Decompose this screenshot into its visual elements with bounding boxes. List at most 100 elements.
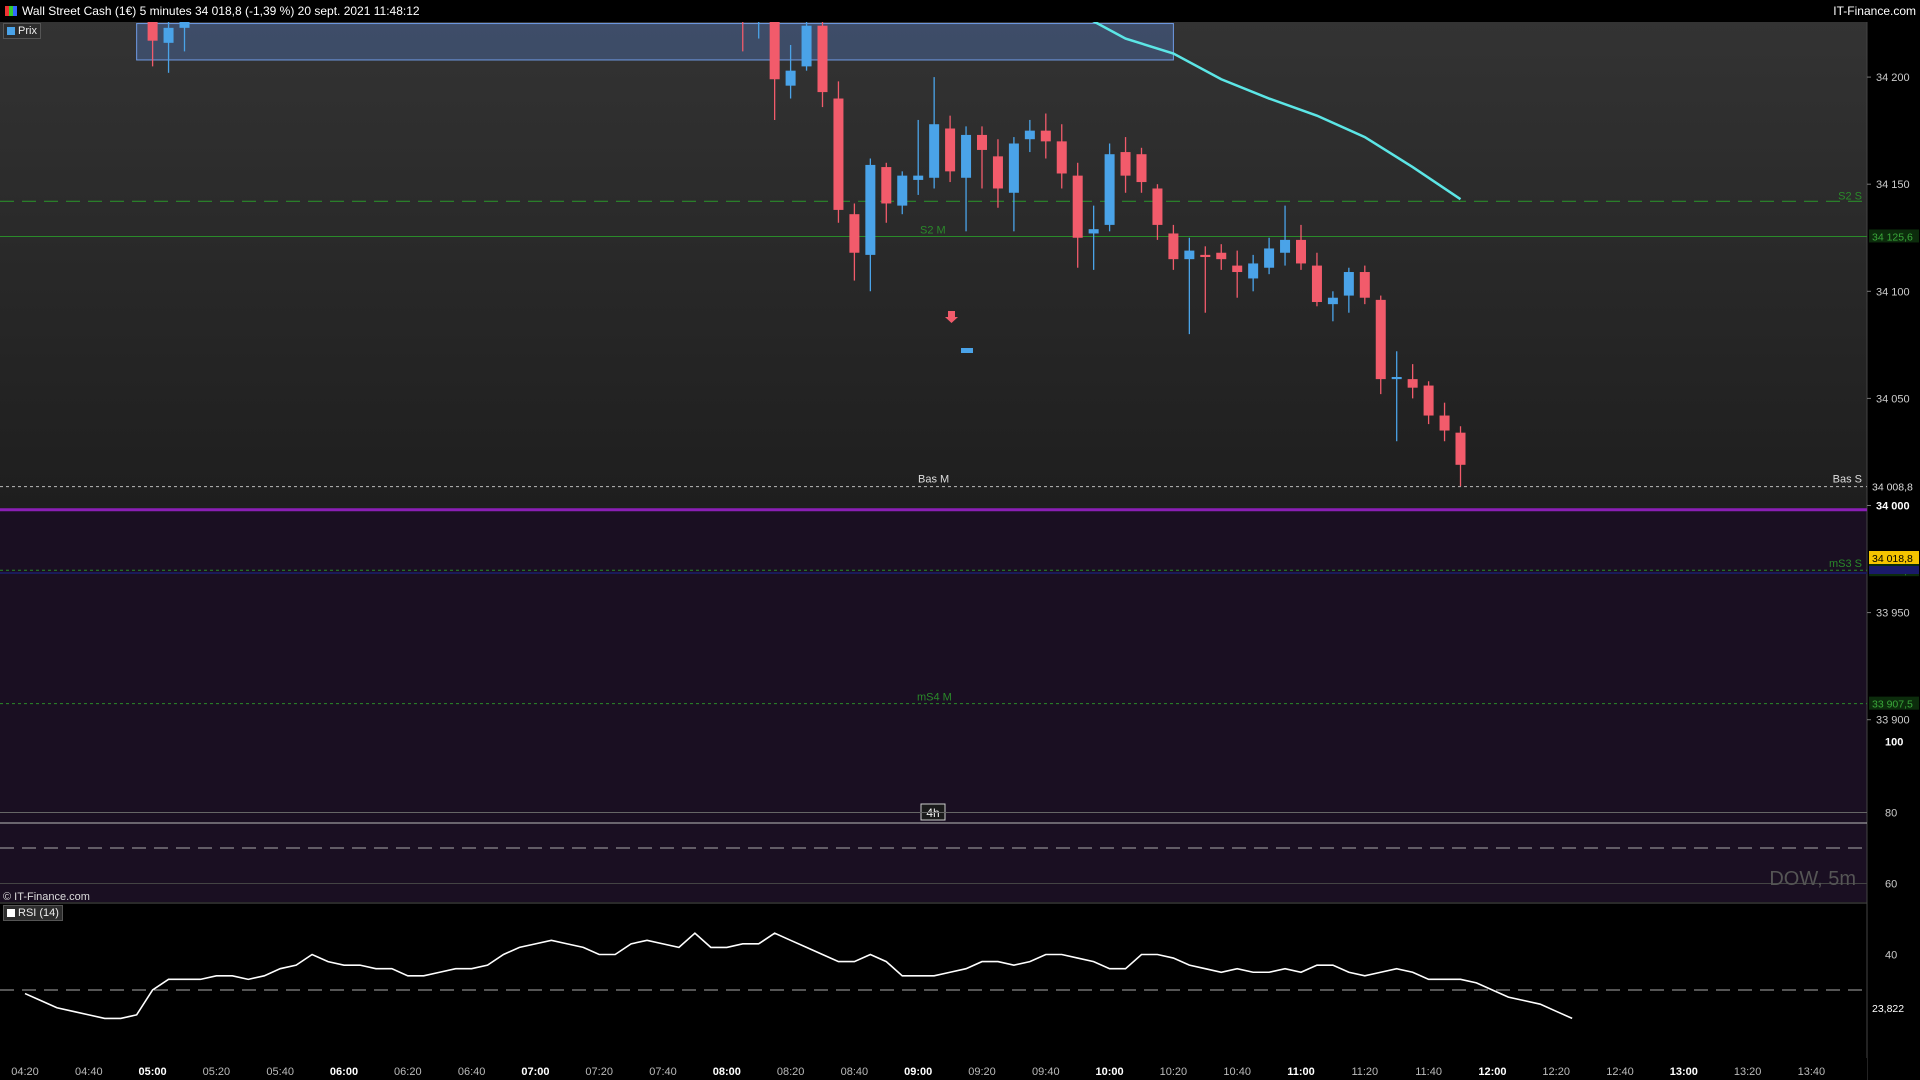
candle-body (833, 98, 844, 210)
last-price-line-tag (1869, 566, 1919, 574)
time-tick-label: 09:20 (968, 1066, 996, 1078)
price-tick-label: 34 150 (1876, 179, 1910, 191)
candle-body (929, 124, 940, 178)
candle-10:30 (1200, 246, 1211, 313)
time-tick-label: 08:20 (777, 1066, 805, 1078)
time-tick-label: 05:20 (203, 1066, 231, 1078)
rsi-pane-background (0, 905, 1867, 1058)
candle-body (1264, 248, 1275, 268)
candle-09:25 (992, 139, 1003, 208)
time-tick-label: 10:40 (1223, 1066, 1251, 1078)
price-tick-label: 34 100 (1876, 286, 1910, 298)
candle-body (992, 156, 1003, 189)
candle-09:40 (1040, 113, 1051, 159)
candle-11:15 (1343, 267, 1354, 313)
candle-09:35 (1024, 119, 1035, 153)
candle-body (801, 25, 812, 67)
time-tick-label: 04:40 (75, 1066, 103, 1078)
level-label-s2-s: S2 S (1838, 190, 1862, 202)
rsi-tick-label: 60 (1885, 879, 1897, 891)
candle-body (1375, 299, 1386, 380)
candle-11:25 (1375, 295, 1386, 395)
candle-08:35 (833, 81, 844, 223)
time-tick-label: 09:40 (1032, 1066, 1060, 1078)
candle-body (961, 134, 972, 178)
candle-10:25 (1184, 237, 1195, 335)
chart-header: Wall Street Cash (1€) 5 minutes 34 018,8… (0, 0, 1920, 22)
candle-body (1120, 152, 1131, 176)
rsi-legend-label: RSI (14) (18, 907, 59, 919)
rsi-legend[interactable]: RSI (14) (3, 905, 63, 921)
time-tick-label: 11:00 (1287, 1066, 1315, 1078)
time-tick-label: 05:40 (266, 1066, 294, 1078)
time-tick-label: 13:20 (1734, 1066, 1762, 1078)
candle-body (1311, 265, 1322, 303)
candle-body (1359, 272, 1370, 298)
rsi-series-swatch-icon (7, 909, 15, 917)
candle-body (785, 70, 796, 86)
candle-09:10 (945, 115, 956, 183)
candle-11:30 (1391, 351, 1402, 442)
support-zone-background (0, 509, 1867, 902)
price-legend[interactable]: Prix (3, 23, 41, 39)
price-series-swatch-icon (7, 27, 15, 35)
brand-link[interactable]: IT-Finance.com (1833, 4, 1916, 18)
candle-08:25 (801, 19, 812, 71)
axis-tag-ms4-bg (1869, 696, 1919, 710)
candle-body (1423, 385, 1434, 416)
level-label-ms3-s: mS3 S (1829, 558, 1862, 570)
candle-body (1024, 130, 1035, 140)
candle-11:10 (1327, 291, 1338, 322)
candle-11:45 (1439, 402, 1450, 442)
candle-body (817, 25, 828, 93)
candle-10:35 (1216, 244, 1227, 270)
candle-08:15 (769, 0, 780, 120)
candle-09:05 (929, 77, 940, 189)
chart-watermark: DOW, 5m (1769, 868, 1856, 890)
candle-10:50 (1264, 237, 1275, 275)
price-tick-label: 34 000 (1876, 501, 1910, 513)
time-tick-label: 12:00 (1478, 1066, 1506, 1078)
candle-body (881, 167, 892, 204)
candle-11:40 (1423, 381, 1434, 425)
time-tick-label: 08:00 (713, 1066, 741, 1078)
rsi-line (24, 932, 1573, 1020)
candle-body (1008, 143, 1019, 193)
candle-body (163, 27, 174, 43)
candle-08:55 (897, 171, 908, 215)
time-tick-label: 12:40 (1606, 1066, 1634, 1078)
candle-10:55 (1280, 205, 1291, 266)
copyright-label: © IT-Finance.com (3, 891, 90, 903)
candle-08:45 (865, 158, 876, 292)
time-tick-label: 13:40 (1798, 1066, 1826, 1078)
time-tick-label: 07:00 (521, 1066, 549, 1078)
price-tick-label: 33 950 (1876, 608, 1910, 620)
candle-09:50 (1072, 162, 1083, 268)
candle-body (865, 164, 876, 255)
time-tick-label: 12:20 (1542, 1066, 1570, 1078)
last-price-tag: 34 018,8 (1872, 553, 1913, 565)
candle-body (1072, 175, 1083, 238)
time-tick-label: 13:00 (1670, 1066, 1698, 1078)
candle-08:40 (849, 203, 860, 281)
candle-body (1056, 141, 1067, 174)
time-tick-label: 06:00 (330, 1066, 358, 1078)
demand-zone-rectangle (136, 23, 1174, 61)
candle-10:10 (1136, 147, 1147, 193)
signal-marker (961, 348, 973, 353)
rsi-last-value-tag-bg (1869, 1000, 1919, 1014)
candle-body (1200, 254, 1211, 258)
candle-body (945, 128, 956, 172)
candle-body (1407, 379, 1418, 388)
price-tick-label: 33 900 (1876, 715, 1910, 727)
candle-09:20 (977, 126, 987, 189)
candle-body (849, 214, 860, 253)
candle-body (913, 175, 924, 180)
candle-11:35 (1407, 364, 1418, 399)
price-tick-label: 34 050 (1876, 393, 1910, 405)
candle-09:55 (1088, 205, 1099, 270)
axis-tag-low: 34 008,8 (1872, 482, 1913, 494)
time-tick-label: 07:40 (649, 1066, 677, 1078)
candle-08:30 (817, 21, 828, 108)
